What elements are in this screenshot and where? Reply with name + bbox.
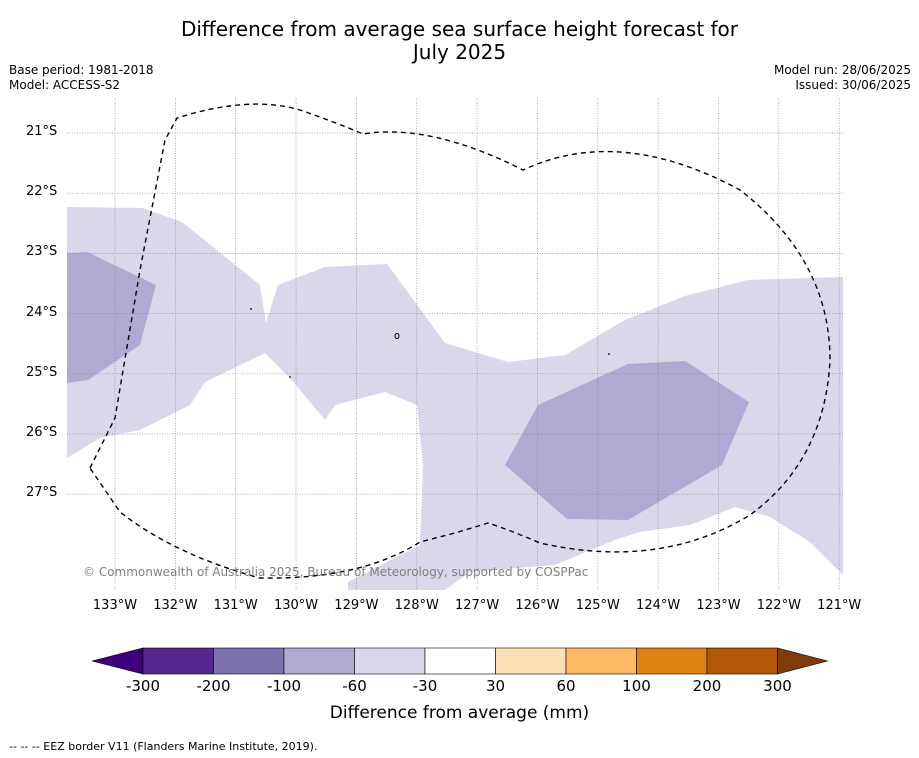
map-title-line1: Difference from average sea surface heig…: [180, 17, 739, 41]
colorbar-tick-label: 100: [622, 677, 651, 695]
meta-right: Model run: 28/06/2025 Issued: 30/06/2025: [774, 63, 911, 93]
latitude-label: 27°S: [26, 485, 58, 501]
longitude-label: 126°W: [515, 598, 560, 613]
longitude-label: 132°W: [153, 598, 198, 613]
island-marker: [250, 308, 252, 310]
colorbar-label: Difference from average (mm): [329, 703, 590, 723]
colorbar-segment: [283, 647, 355, 675]
latitude-gridlines: [67, 132, 843, 495]
longitude-label: 133°W: [92, 598, 138, 613]
latitude-label: 25°S: [26, 364, 58, 380]
longitude-label: 127°W: [455, 598, 500, 613]
longitude-label: 121°W: [817, 598, 862, 613]
colorbar-tick-label: -200: [196, 677, 231, 695]
meta-left: Base period: 1981-2018 Model: ACCESS-S2: [9, 63, 154, 93]
issued-date: Issued: 30/06/2025: [795, 78, 911, 92]
longitude-gridlines: [114, 98, 840, 590]
colorbar-tick-label: -30: [412, 677, 438, 695]
longitude-label: 128°W: [394, 598, 439, 613]
anomaly-region-medium-west: [67, 252, 156, 383]
copyright-notice: © Commonwealth of Australia 2025, Bureau…: [83, 565, 589, 579]
colorbar-tick-label: 200: [692, 677, 722, 695]
model-name: Model: ACCESS-S2: [9, 78, 121, 92]
colorbar-tick-label: -100: [266, 677, 302, 695]
island-marker: [394, 333, 400, 339]
map-title: Difference from average sea surface heig…: [0, 18, 919, 64]
colorbar-tick-label: -300: [125, 677, 161, 695]
colorbar-tick-label: 30: [485, 677, 506, 695]
colorbar-segment: [495, 647, 567, 675]
longitude-label: 130°W: [273, 598, 319, 613]
model-run: Model run: 28/06/2025: [773, 63, 911, 77]
anomaly-region-medium-east: [505, 361, 749, 520]
colorbar-tick-label: 300: [763, 677, 792, 695]
map-canvas: [67, 98, 843, 590]
eez-footnote: -- -- -- EEZ border V11 (Flanders Marine…: [9, 740, 318, 753]
latitude-label: 22°S: [26, 184, 58, 200]
map-title-line2: July 2025: [412, 40, 507, 64]
longitude-label: 122°W: [756, 598, 801, 613]
colorbar-segment: [213, 647, 285, 675]
island-marker: [608, 353, 610, 355]
longitude-label: 123°W: [696, 598, 741, 613]
longitude-label: 131°W: [213, 598, 258, 613]
latitude-label: 23°S: [26, 244, 58, 260]
longitude-label: 125°W: [575, 598, 620, 613]
latitude-label: 26°S: [26, 425, 58, 440]
island-marker: [289, 376, 291, 378]
colorbar-segment: [354, 647, 426, 675]
colorbar-segment: [565, 647, 637, 675]
colorbar-segment: [636, 647, 708, 675]
longitude-label: 129°W: [334, 598, 379, 613]
colorbar-max-extension: [777, 647, 829, 675]
colorbar-tick-label: 60: [556, 677, 576, 695]
latitude-label: 24°S: [26, 304, 58, 320]
colorbar-min-extension: [91, 647, 144, 675]
colorbar-segment: [142, 647, 214, 675]
longitude-label: 124°W: [636, 598, 681, 613]
latitude-label: 21°S: [26, 124, 58, 139]
colorbar-tick-label: -60: [342, 677, 367, 695]
colorbar-segment: [706, 647, 778, 675]
eez-border: [89, 103, 831, 579]
base-period: Base period: 1981-2018: [9, 63, 154, 77]
colorbar-segment: [424, 647, 496, 675]
